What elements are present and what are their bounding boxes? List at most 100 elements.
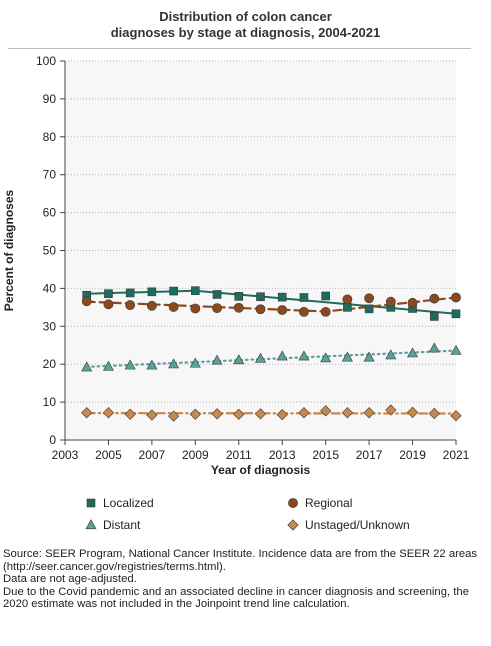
source-line-3: Due to the Covid pandemic and an associa… <box>3 585 469 611</box>
point-unstaged-unknown-2015 <box>320 405 332 417</box>
point-distant-2011 <box>233 354 245 365</box>
chart-title: Distribution of colon cancer diagnoses b… <box>0 9 491 41</box>
point-regional-2005 <box>103 299 114 310</box>
point-distant-2004 <box>81 361 93 372</box>
point-regional-2013 <box>277 305 288 315</box>
source-note: Source: SEER Program, National Cancer In… <box>3 548 487 611</box>
y-tick-label-70: 70 <box>43 168 57 182</box>
point-regional-2020 <box>429 293 440 304</box>
line-chart: 0 10 20 30 40 50 60 70 80 90 100 2003 2005 2007 2009 20… <box>2 54 470 532</box>
point-unstaged-unknown-2018 <box>385 404 397 416</box>
x-tick-label-2009: 2009 <box>182 448 209 462</box>
y-tick-label-40: 40 <box>43 281 57 295</box>
x-tick-label-2005: 2005 <box>95 448 122 462</box>
y-axis-label: Percent of diagnoses <box>2 189 16 311</box>
point-unstaged-unknown-2021 <box>450 410 462 422</box>
point-distant-2013 <box>276 350 288 361</box>
point-distant-2007 <box>146 359 158 370</box>
point-unstaged-unknown-2008 <box>167 410 180 422</box>
x-tick-label-2013: 2013 <box>269 448 296 462</box>
point-distant-2005 <box>102 360 114 371</box>
point-regional-2019 <box>407 297 418 308</box>
x-tick-label-2003: 2003 <box>52 448 79 462</box>
point-unstaged-unknown-2004 <box>81 407 93 419</box>
point-localized-2008 <box>169 286 178 296</box>
legend-label-distant: Distant <box>103 518 141 532</box>
legend-label-localized: Localized <box>103 496 154 510</box>
chart-title-line-1: Distribution of colon cancer <box>159 9 332 24</box>
title-divider <box>8 48 471 49</box>
gridlines <box>65 60 456 403</box>
x-tick-label-2021: 2021 <box>443 448 470 462</box>
point-regional-2007 <box>146 300 157 311</box>
x-tick-label-2017: 2017 <box>356 448 383 462</box>
y-tick-label-80: 80 <box>43 130 57 144</box>
point-regional-2018 <box>385 296 396 307</box>
point-unstaged-unknown-2012 <box>254 408 267 420</box>
y-tick-label-20: 20 <box>43 357 57 371</box>
legend-marker-distant <box>85 519 97 530</box>
point-regional-2012 <box>255 304 266 315</box>
data-markers <box>81 286 462 422</box>
point-regional-2014 <box>299 306 309 317</box>
legend-label-unstaged-unknown: Unstaged/Unknown <box>305 518 410 532</box>
point-unstaged-unknown-2014 <box>298 407 310 419</box>
point-localized-2020 <box>429 312 439 321</box>
y-tick-label-10: 10 <box>43 395 57 409</box>
point-distant-2010 <box>211 354 223 365</box>
point-unstaged-unknown-2017 <box>363 407 375 419</box>
point-localized-2010 <box>212 290 222 299</box>
point-unstaged-unknown-2019 <box>406 406 419 418</box>
point-distant-2015 <box>320 352 332 363</box>
y-tick-label-60: 60 <box>43 206 57 220</box>
point-distant-2021 <box>450 344 462 355</box>
point-regional-2011 <box>233 302 244 313</box>
point-distant-2019 <box>407 347 419 358</box>
point-localized-2017 <box>364 304 374 314</box>
point-regional-2021 <box>451 292 461 303</box>
x-tick-label-2007: 2007 <box>139 448 166 462</box>
point-regional-2008 <box>168 302 179 312</box>
point-regional-2004 <box>81 296 92 307</box>
y-tick-label-0: 0 <box>49 433 56 447</box>
x-tick-label-2015: 2015 <box>312 448 339 462</box>
point-unstaged-unknown-2016 <box>341 407 354 419</box>
point-distant-2020 <box>428 342 440 353</box>
point-distant-2016 <box>341 351 353 362</box>
x-tick-label-2019: 2019 <box>399 448 426 462</box>
point-localized-2021 <box>451 309 461 319</box>
legend-label-regional: Regional <box>305 496 352 510</box>
y-tick-label-50: 50 <box>43 244 57 258</box>
point-distant-2012 <box>254 352 267 363</box>
x-axis-label: Year of diagnosis <box>211 463 311 477</box>
y-tick-label-90: 90 <box>43 92 57 106</box>
point-localized-2013 <box>277 292 287 302</box>
point-regional-2009 <box>190 303 201 314</box>
point-localized-2015 <box>321 291 330 301</box>
point-unstaged-unknown-2010 <box>211 408 223 420</box>
point-distant-2014 <box>298 350 310 361</box>
legend-marker-regional <box>288 498 298 508</box>
point-unstaged-unknown-2009 <box>189 408 201 420</box>
point-localized-2016 <box>343 303 352 312</box>
point-regional-2017 <box>364 293 375 304</box>
point-unstaged-unknown-2007 <box>146 409 158 421</box>
point-distant-2008 <box>168 358 180 369</box>
point-regional-2015 <box>320 306 331 317</box>
legend-marker-localized <box>86 498 96 508</box>
legend: Localized Regional Distant Unstaged/Unknown <box>85 496 410 532</box>
point-localized-2005 <box>104 289 113 299</box>
source-line-1: Source: SEER Program, National Cancer In… <box>3 548 478 573</box>
legend-marker-unstaged-unknown <box>287 519 299 531</box>
point-localized-2009 <box>191 286 200 295</box>
axes: 0 10 20 30 40 50 60 70 80 90 100 2003 2005 2007 2009 20… <box>36 54 470 462</box>
point-localized-2014 <box>299 293 309 302</box>
x-tick-label-2011: 2011 <box>226 448 252 462</box>
point-distant-2017 <box>363 351 375 362</box>
point-distant-2009 <box>189 357 201 368</box>
point-unstaged-unknown-2020 <box>428 407 440 420</box>
point-distant-2006 <box>124 359 136 370</box>
point-localized-2007 <box>147 287 157 297</box>
point-unstaged-unknown-2005 <box>102 407 115 419</box>
point-localized-2006 <box>125 288 135 298</box>
